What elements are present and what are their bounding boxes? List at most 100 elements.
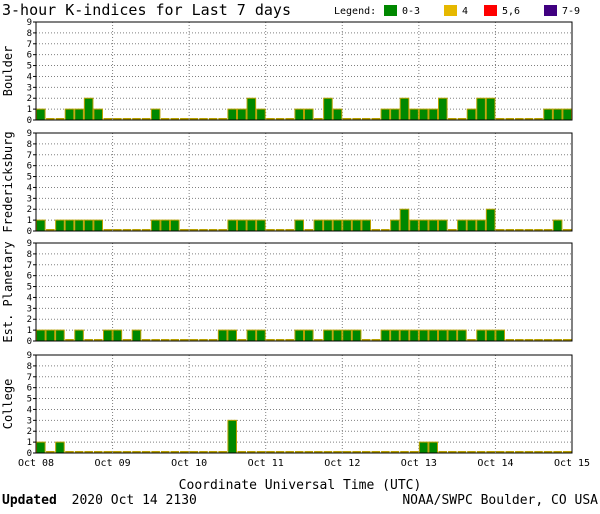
k-bar: [342, 329, 352, 342]
k-bar: [428, 108, 438, 121]
k-bar: [380, 329, 391, 342]
k-bar: [447, 329, 458, 342]
y-tick-label: 4: [27, 405, 32, 415]
k-bar: [304, 108, 314, 121]
k-bar: [74, 219, 84, 232]
panel-ylabel: Est. Planetary: [1, 241, 15, 342]
y-tick-label: 7: [27, 151, 32, 161]
k-bar: [351, 219, 362, 232]
k-bar-zero: [553, 339, 562, 341]
k-bar-zero: [448, 118, 457, 120]
k-bar-zero: [457, 118, 467, 120]
k-bar: [543, 108, 553, 121]
k-bar: [237, 108, 247, 121]
k-bar-zero: [170, 118, 180, 120]
k-bar: [246, 329, 257, 342]
k-bar-zero: [141, 229, 151, 231]
k-bar: [313, 219, 324, 232]
y-tick-label: 7: [27, 40, 32, 50]
y-tick-label: 4: [27, 72, 32, 82]
k-bar-zero: [132, 451, 141, 453]
k-bar-zero: [285, 451, 294, 453]
y-tick-label: 5: [27, 395, 32, 405]
k-bar-zero: [218, 451, 227, 453]
panel-frame: [35, 21, 573, 121]
k-bar: [64, 108, 75, 121]
updated-label: Updated: [2, 493, 57, 508]
k-bar-zero: [103, 118, 113, 120]
k-bar: [332, 108, 343, 121]
y-tick-label: 5: [27, 283, 32, 293]
k-bar-zero: [199, 229, 208, 231]
k-bar-zero: [390, 451, 400, 453]
k-bar-zero: [562, 451, 572, 453]
k-bar: [304, 329, 314, 342]
k-bar-zero: [122, 229, 132, 231]
k-bar-zero: [189, 339, 199, 341]
k-bar-zero: [170, 451, 180, 453]
updated-time: 2020 Oct 14 2130: [72, 493, 197, 508]
k-bar: [74, 329, 84, 342]
k-bar-zero: [208, 229, 218, 231]
k-bar-zero: [46, 451, 55, 453]
legend-swatch-7-9: [544, 5, 557, 16]
k-bar-zero: [122, 451, 132, 453]
panel-ylabel: College: [1, 379, 15, 430]
k-bar: [390, 329, 400, 342]
k-bar: [495, 329, 505, 342]
k-bar: [380, 108, 391, 121]
k-bar-zero: [448, 229, 457, 231]
k-bar-zero: [409, 451, 419, 453]
k-bar-zero: [505, 229, 515, 231]
y-tick-label: 2: [27, 427, 32, 437]
k-bar: [418, 219, 429, 232]
k-bar: [246, 219, 257, 232]
k-bar-zero: [151, 339, 160, 341]
k-bar-zero: [371, 118, 381, 120]
k-bar-zero: [495, 118, 505, 120]
k-bar: [45, 329, 56, 342]
k-bar-zero: [323, 451, 333, 453]
k-bar: [323, 97, 333, 121]
k-bar: [418, 441, 429, 454]
k-bar-zero: [93, 339, 103, 341]
y-tick-label: 6: [27, 162, 32, 172]
k-bar: [294, 329, 304, 342]
legend-label: Legend:: [334, 6, 376, 17]
y-tick-label: 1: [27, 216, 32, 226]
k-bar-zero: [141, 118, 151, 120]
y-tick-label: 2: [27, 315, 32, 325]
k-bar: [55, 219, 65, 232]
k-bar: [103, 329, 113, 342]
k-bar-zero: [476, 451, 486, 453]
k-bar-zero: [199, 118, 208, 120]
k-bar-zero: [74, 451, 84, 453]
k-bar-zero: [371, 339, 381, 341]
k-bar-zero: [352, 118, 361, 120]
k-bar-zero: [180, 339, 189, 341]
legend-swatch-4: [444, 5, 457, 16]
y-tick-label: 8: [27, 250, 32, 260]
k-bar-zero: [438, 451, 448, 453]
k-bar: [227, 108, 238, 121]
y-tick-label: 0: [27, 227, 32, 237]
k-bar: [237, 219, 247, 232]
chart-title: 3-hour K-indices for Last 7 days: [2, 1, 291, 19]
k-bar: [227, 219, 238, 232]
x-tick-label: Oct 10: [171, 458, 207, 469]
k-bar: [390, 219, 400, 232]
k-bar-zero: [180, 229, 189, 231]
k-bar-zero: [170, 339, 180, 341]
k-bar-zero: [141, 339, 151, 341]
k-bar-zero: [534, 339, 543, 341]
footer-credit: NOAA/SWPC Boulder, CO USA: [402, 493, 598, 508]
k-bar-zero: [103, 451, 113, 453]
k-bar: [428, 329, 438, 342]
k-bar: [476, 219, 486, 232]
panel-frame: [35, 354, 573, 454]
k-bar-zero: [55, 118, 65, 120]
x-tick-label: Oct 08: [18, 458, 54, 469]
k-bar-zero: [199, 451, 208, 453]
